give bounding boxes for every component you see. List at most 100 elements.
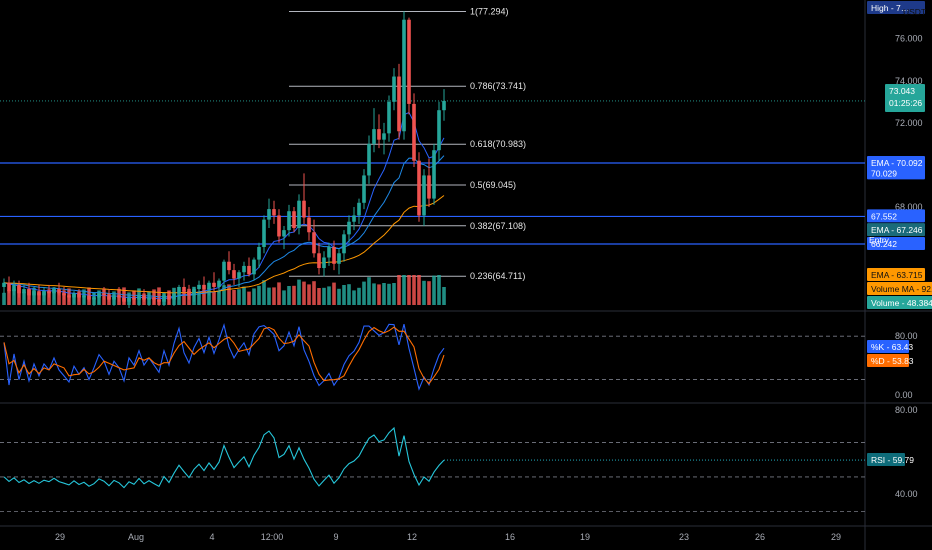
volume-bar	[232, 290, 236, 305]
volume-bar	[257, 285, 261, 305]
candle-body	[137, 295, 141, 300]
high-badge-text: High - 7…	[871, 3, 909, 13]
candle-body	[2, 282, 6, 287]
candle-body	[27, 289, 31, 296]
volume-bar	[307, 284, 311, 305]
volume-bar	[422, 280, 426, 305]
candle-body	[22, 289, 26, 294]
stoch-tick-label: 0.00	[895, 390, 913, 400]
volume-bar	[247, 291, 251, 305]
price-badge	[867, 166, 925, 180]
candle-body	[227, 261, 231, 271]
candle-body	[127, 297, 131, 302]
candle-body	[427, 175, 431, 199]
candle-body	[387, 101, 391, 134]
candle-body	[42, 291, 46, 296]
volume-bar	[282, 290, 286, 305]
stoch-d-badge	[867, 354, 909, 367]
candle-body	[432, 150, 436, 199]
candle-body	[237, 272, 241, 279]
time-tick-label: 23	[679, 532, 689, 542]
entry-badge-text: 66.242	[871, 239, 897, 249]
candle-body	[437, 110, 441, 151]
time-tick-label: 16	[505, 532, 515, 542]
ema-slow-line	[3, 155, 445, 298]
candle-body	[107, 295, 111, 300]
candle-body	[277, 215, 281, 237]
candle-body	[112, 295, 116, 300]
candle-body	[377, 129, 381, 140]
volume-bar	[322, 287, 326, 305]
candle-body	[152, 297, 156, 300]
volume-bar	[252, 288, 256, 305]
volume-bar	[407, 275, 411, 305]
candle-body	[312, 232, 316, 254]
time-tick-label: 4	[209, 532, 214, 542]
candle-body	[252, 259, 256, 275]
candle-body	[122, 297, 126, 302]
candle-body	[222, 261, 226, 281]
volume-bar	[387, 283, 391, 305]
rsi-tick-label: 40.00	[895, 489, 918, 499]
time-tick-label: 29	[831, 532, 841, 542]
candle-body	[332, 246, 336, 264]
volume-bar	[182, 290, 186, 305]
volume-bar	[382, 283, 386, 305]
volume-bar	[337, 288, 341, 305]
candle-body	[307, 217, 311, 233]
level-badge-text: 67.552	[871, 211, 897, 221]
last-price-badge	[885, 84, 925, 112]
candle-body	[392, 76, 396, 102]
candle-body	[142, 295, 146, 300]
candle-body	[302, 200, 306, 218]
candle-body	[102, 293, 106, 296]
stoch-k-badge-text: %K - 63.43	[871, 342, 913, 352]
candle-body	[417, 160, 421, 216]
time-tick-label: 26	[755, 532, 765, 542]
volume-bar	[222, 285, 226, 305]
candle-body	[272, 209, 276, 216]
currency-label: USDT	[903, 7, 926, 17]
candle-body	[382, 133, 386, 140]
ema-badge-3	[867, 268, 925, 281]
candle-body	[197, 284, 201, 290]
time-tick-label: 9	[333, 532, 338, 542]
volume-bar	[217, 290, 221, 305]
candle-body	[17, 284, 21, 294]
volume-bar	[302, 281, 306, 305]
volume-bar	[202, 289, 206, 305]
fib-level-label: 0.5(69.045)	[470, 180, 516, 190]
volume-bar	[57, 292, 61, 305]
volume-bar	[397, 275, 401, 305]
volume-bar	[442, 287, 446, 305]
candle-body	[72, 293, 76, 298]
entry-badge	[867, 236, 925, 250]
candle-body	[37, 291, 41, 296]
volume-bar	[432, 275, 436, 305]
time-tick-label: 19	[580, 532, 590, 542]
fib-level-label: 1(77.294)	[470, 6, 509, 16]
candle-body	[52, 289, 56, 294]
candle-body	[322, 257, 326, 269]
candle-body	[267, 209, 271, 220]
price-tick-label: 76.000	[895, 34, 923, 44]
candle-body	[87, 295, 91, 300]
candle-body	[257, 246, 261, 260]
stoch-d-line	[3, 326, 445, 385]
entry-tag: Entry	[869, 235, 890, 245]
volume-badge-text: Volume - 48.384K	[871, 298, 932, 308]
candle-body	[192, 289, 196, 296]
volume-bar	[287, 286, 291, 305]
volume-bar	[292, 285, 296, 305]
time-tick-label: 12	[407, 532, 417, 542]
stoch-k-line	[3, 322, 445, 391]
volume-bar	[417, 275, 421, 305]
stoch-k-badge	[867, 340, 909, 353]
price-tick-label: 72.000	[895, 118, 923, 128]
candle-body	[317, 253, 321, 269]
candle-body	[402, 19, 406, 132]
price-badge-text: 70.029	[871, 168, 897, 178]
candle-body	[347, 221, 351, 235]
candle-body	[367, 143, 371, 176]
